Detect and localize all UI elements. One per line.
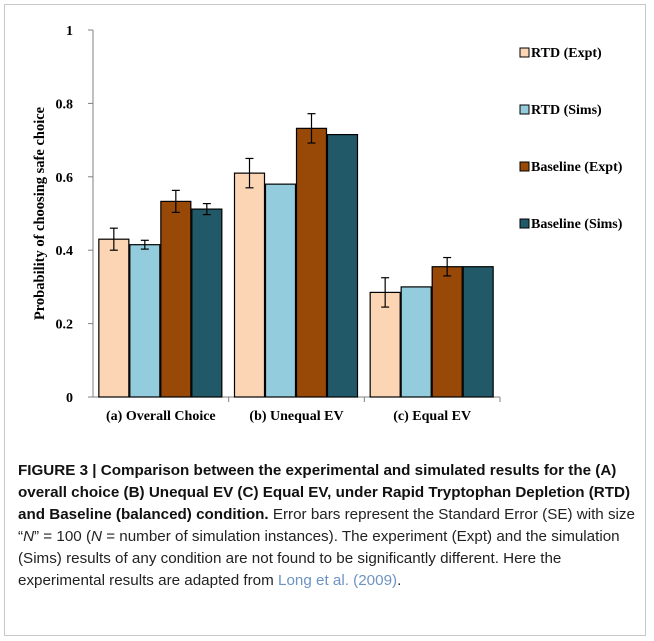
bar (369, 291, 401, 398)
caption-n-2: N (91, 528, 102, 545)
bar (160, 200, 192, 398)
legend-swatch (519, 47, 530, 58)
y-tick-label: 0.2 (56, 318, 74, 333)
bar (129, 244, 161, 398)
bar (295, 127, 328, 398)
caption-title: FIGURE 3 | Comparison between the experi… (18, 462, 631, 523)
bar (191, 208, 223, 398)
y-tick-label: 0 (66, 391, 73, 406)
caption-body-b: ” = 100 ( (34, 528, 92, 545)
bar (326, 133, 359, 398)
legend-label: Baseline (Expt) (531, 160, 623, 175)
legend-swatch (519, 218, 530, 229)
y-tick-label: 0.8 (56, 97, 74, 112)
bar (462, 266, 494, 398)
y-tick-label: 0.4 (56, 244, 74, 259)
legend-swatch (519, 161, 530, 172)
bar (400, 286, 432, 398)
caption-body-c: = number of simulation instances). The e… (18, 528, 620, 589)
caption-n-1: N (23, 528, 35, 545)
bar (233, 172, 266, 398)
caption-body-a: Error bars represent the Standard Error … (18, 506, 635, 545)
figure-caption: FIGURE 3 | Comparison between the experi… (18, 460, 640, 592)
y-tick-label: 0.6 (56, 171, 74, 186)
y-tick-label: 1 (66, 24, 73, 39)
x-category-label: (c) Equal EV (393, 409, 471, 424)
caption-body-end: . (397, 572, 402, 589)
x-category-label: (a) Overall Choice (106, 409, 216, 424)
x-category-label: (b) Unequal EV (249, 409, 343, 424)
legend-label: Baseline (Sims) (531, 217, 623, 232)
citation-link[interactable]: Long et al. (2009) (278, 572, 398, 589)
bar (431, 266, 463, 398)
legend-swatch (519, 104, 530, 115)
legend-label: RTD (Expt) (531, 46, 602, 61)
legend-label: RTD (Sims) (531, 103, 602, 118)
bar (264, 183, 297, 398)
bar (98, 238, 130, 398)
bar-chart: 0 0.2 0.4 0.6 0.8 1 Probability of choosing sa… (32, 24, 623, 424)
y-axis-label: Probability of choosing safe choice (32, 106, 48, 320)
